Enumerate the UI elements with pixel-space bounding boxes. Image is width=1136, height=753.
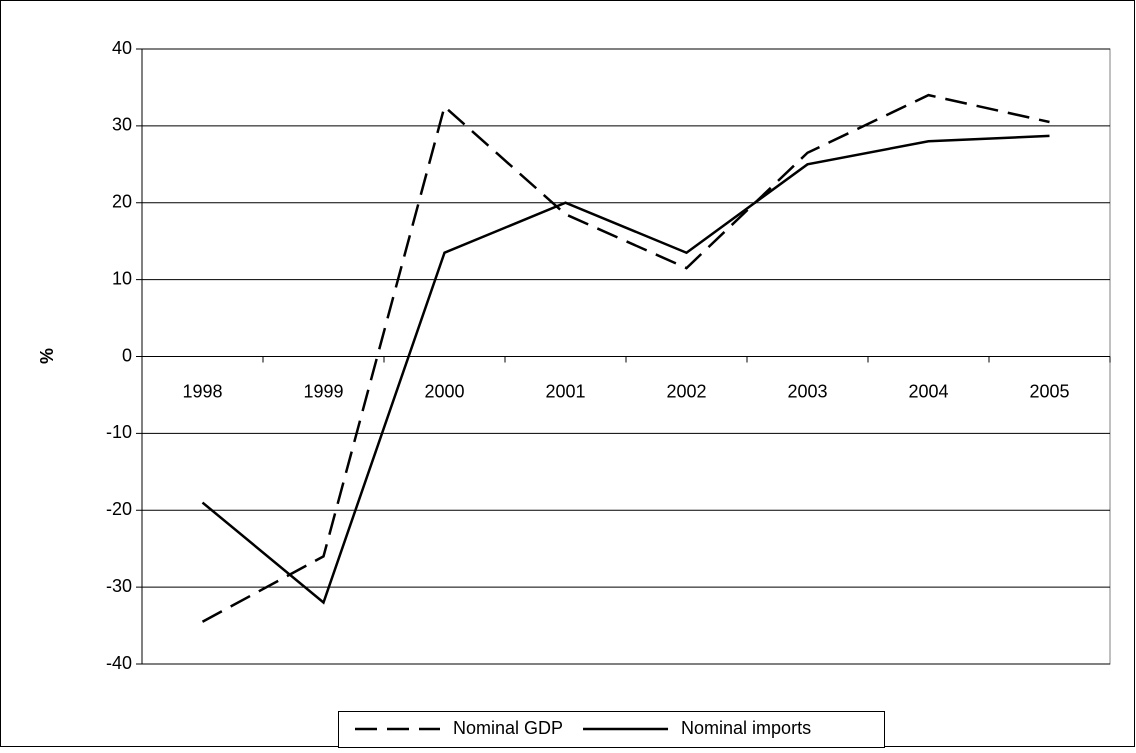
x-tick-label: 2002: [666, 381, 706, 401]
x-tick-label: 2000: [424, 381, 464, 401]
legend-label: Nominal imports: [681, 718, 811, 738]
y-axis-label: %: [37, 348, 57, 364]
legend-label: Nominal GDP: [453, 718, 563, 738]
x-tick-label: 1998: [182, 381, 222, 401]
x-tick-label: 2003: [787, 381, 827, 401]
y-tick-label: 30: [112, 115, 132, 135]
x-tick-label: 2004: [908, 381, 948, 401]
y-tick-label: -10: [106, 422, 132, 442]
y-tick-label: -20: [106, 499, 132, 519]
y-tick-label: 0: [122, 345, 132, 365]
y-tick-label: 10: [112, 268, 132, 288]
x-tick-label: 2001: [545, 381, 585, 401]
x-tick-label: 1999: [303, 381, 343, 401]
y-tick-label: -30: [106, 576, 132, 596]
y-tick-label: 20: [112, 192, 132, 212]
y-tick-label: -40: [106, 653, 132, 673]
x-tick-label: 2005: [1029, 381, 1069, 401]
series-line: [201, 134, 1050, 605]
y-tick-label: 40: [112, 38, 132, 58]
